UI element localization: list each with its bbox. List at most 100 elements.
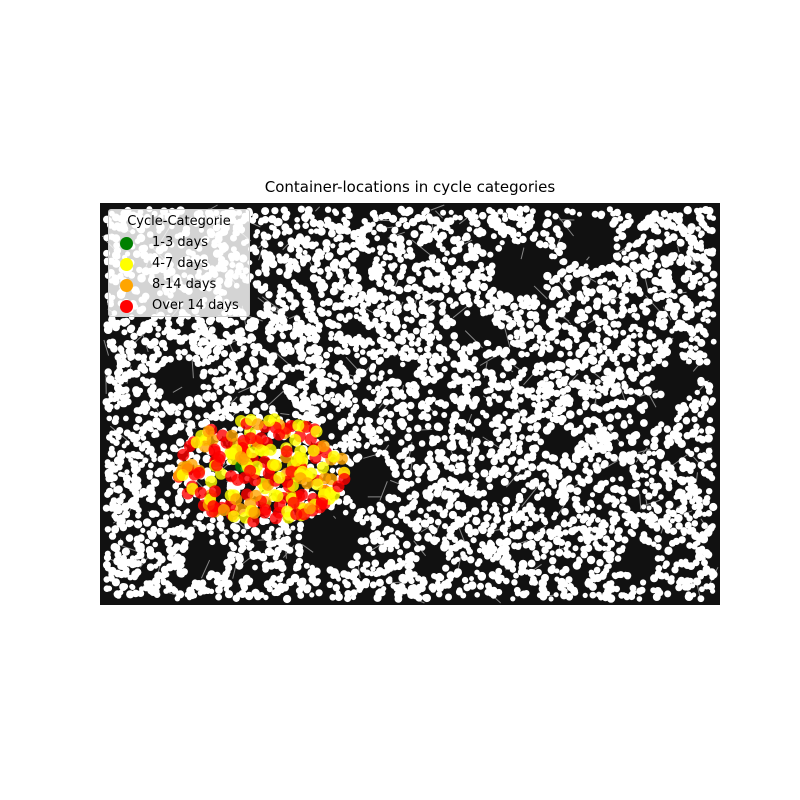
street-node [644,481,650,487]
street-node [365,301,372,307]
street-node [418,413,425,421]
street-node [514,590,521,597]
street-node [355,236,364,246]
street-node [510,596,516,602]
street-node [424,345,431,353]
street-node [388,398,395,405]
street-node [579,525,588,534]
street-node [514,502,520,508]
street-node [330,264,338,272]
street-node [122,474,132,483]
street-node [578,440,585,448]
street-node [252,213,259,220]
street-node [465,422,473,430]
street-node [210,394,217,401]
street-node [422,594,429,601]
street-node [407,333,416,342]
street-node [636,356,645,365]
street-node [329,381,337,389]
street-node [596,406,603,413]
street-node [451,340,458,347]
street-node [113,439,120,447]
street-node [206,522,214,531]
street-node [652,392,659,399]
street-node [418,440,426,447]
street-node [157,455,165,463]
street-node [183,410,193,419]
street-node [450,478,459,486]
street-node [431,352,440,360]
street-node [441,351,448,358]
street-node [497,208,504,215]
street-node [129,561,137,569]
street-node [251,317,260,326]
street-node [365,323,372,331]
street-node [339,420,345,427]
street-node [627,387,635,395]
street-node [270,574,278,582]
street-node [476,547,483,554]
street-edge [301,544,314,553]
street-node [656,339,663,346]
street-node [586,449,595,458]
street-node [319,300,327,307]
street-node [708,281,717,290]
street-node [636,263,644,271]
street-node [451,268,459,276]
street-node [451,411,460,420]
street-node [374,385,381,392]
street-node [684,270,693,278]
street-node [227,360,236,369]
street-node [515,495,524,504]
street-node [582,592,588,599]
street-node [691,416,698,423]
street-node [378,370,385,377]
street-node [467,556,475,564]
street-node [549,550,555,556]
street-node [689,498,696,505]
street-node [539,592,548,601]
street-node [587,534,595,542]
street-node [522,205,530,213]
street-node [314,260,321,268]
street-node [281,223,290,232]
street-edge [464,239,473,245]
street-node [624,245,631,252]
street-node [561,452,569,460]
street-node [326,271,333,278]
street-node [526,331,535,340]
street-node [414,293,421,300]
street-node [303,307,310,314]
street-node [653,425,662,434]
street-node [562,565,570,574]
street-node [427,389,433,395]
street-node [264,328,272,336]
street-node [519,301,529,310]
street-node [456,587,463,593]
street-node [418,299,425,306]
street-node [413,312,420,318]
street-node [557,309,566,318]
street-node [622,296,630,304]
street-node [543,271,552,281]
street-node [495,467,502,474]
street-node [611,216,619,224]
street-node [540,529,546,535]
street-node [149,353,158,363]
street-node [209,539,216,546]
street-node [370,514,378,522]
street-node [687,223,696,232]
street-node [251,527,261,536]
street-node [510,231,517,239]
street-node [397,511,406,519]
street-node [551,514,557,521]
street-node [333,374,340,381]
street-node [146,473,153,480]
street-node [441,256,448,263]
street-node [422,579,427,585]
street-node [593,465,602,474]
street-node [620,422,628,429]
street-node [569,516,578,525]
street-node [416,583,423,591]
street-node [542,519,549,526]
